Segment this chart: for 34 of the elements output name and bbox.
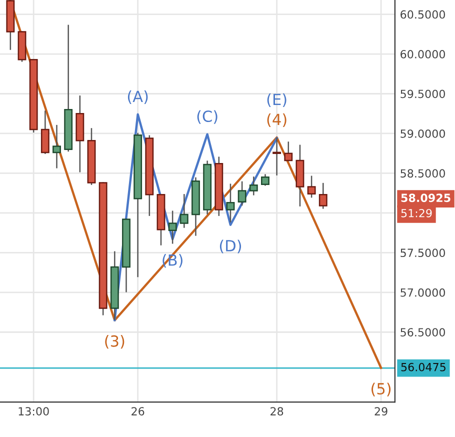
y-tick-label: 57.5000 — [400, 248, 446, 258]
candlestick — [261, 174, 270, 186]
x-tick-label: 29 — [374, 407, 388, 416]
ref-line-label: 56.0475 — [401, 362, 446, 372]
y-tick-label: 59.0000 — [400, 129, 446, 138]
candlestick — [40, 110, 50, 154]
candlestick — [284, 142, 293, 162]
y-tick-label: 58.5000 — [400, 169, 446, 178]
candlestick — [168, 210, 177, 244]
y-tick-label: 59.5000 — [400, 90, 446, 98]
y-tick-label: 57.0000 — [400, 288, 446, 297]
y-tick-label: 60.5000 — [400, 10, 446, 19]
x-tick-label: 26 — [132, 407, 144, 416]
x-tick-label: 13:00 — [18, 407, 49, 416]
candlestick — [272, 138, 282, 176]
annotation: (D) — [220, 240, 242, 254]
y-tick-label: 56.5000 — [400, 328, 446, 336]
y-tick-label: 60.0000 — [400, 50, 446, 58]
candlestick — [226, 184, 235, 222]
annotation: (3) — [105, 335, 124, 349]
annotation: (A) — [128, 90, 148, 104]
candlestick — [52, 124, 61, 168]
candlestick — [238, 181, 246, 206]
candlestick — [249, 176, 258, 196]
annotation: (E) — [267, 93, 286, 107]
annotation: (5) — [372, 382, 391, 396]
annotation: (4) — [267, 113, 286, 128]
candlestick — [307, 176, 316, 198]
candlestick — [318, 182, 328, 209]
text: 58.0925 — [401, 194, 450, 202]
text: 51:29 — [401, 208, 432, 218]
annotation: (C) — [197, 110, 218, 124]
candlestick — [180, 194, 188, 228]
x-tick-label: 28 — [270, 407, 284, 416]
